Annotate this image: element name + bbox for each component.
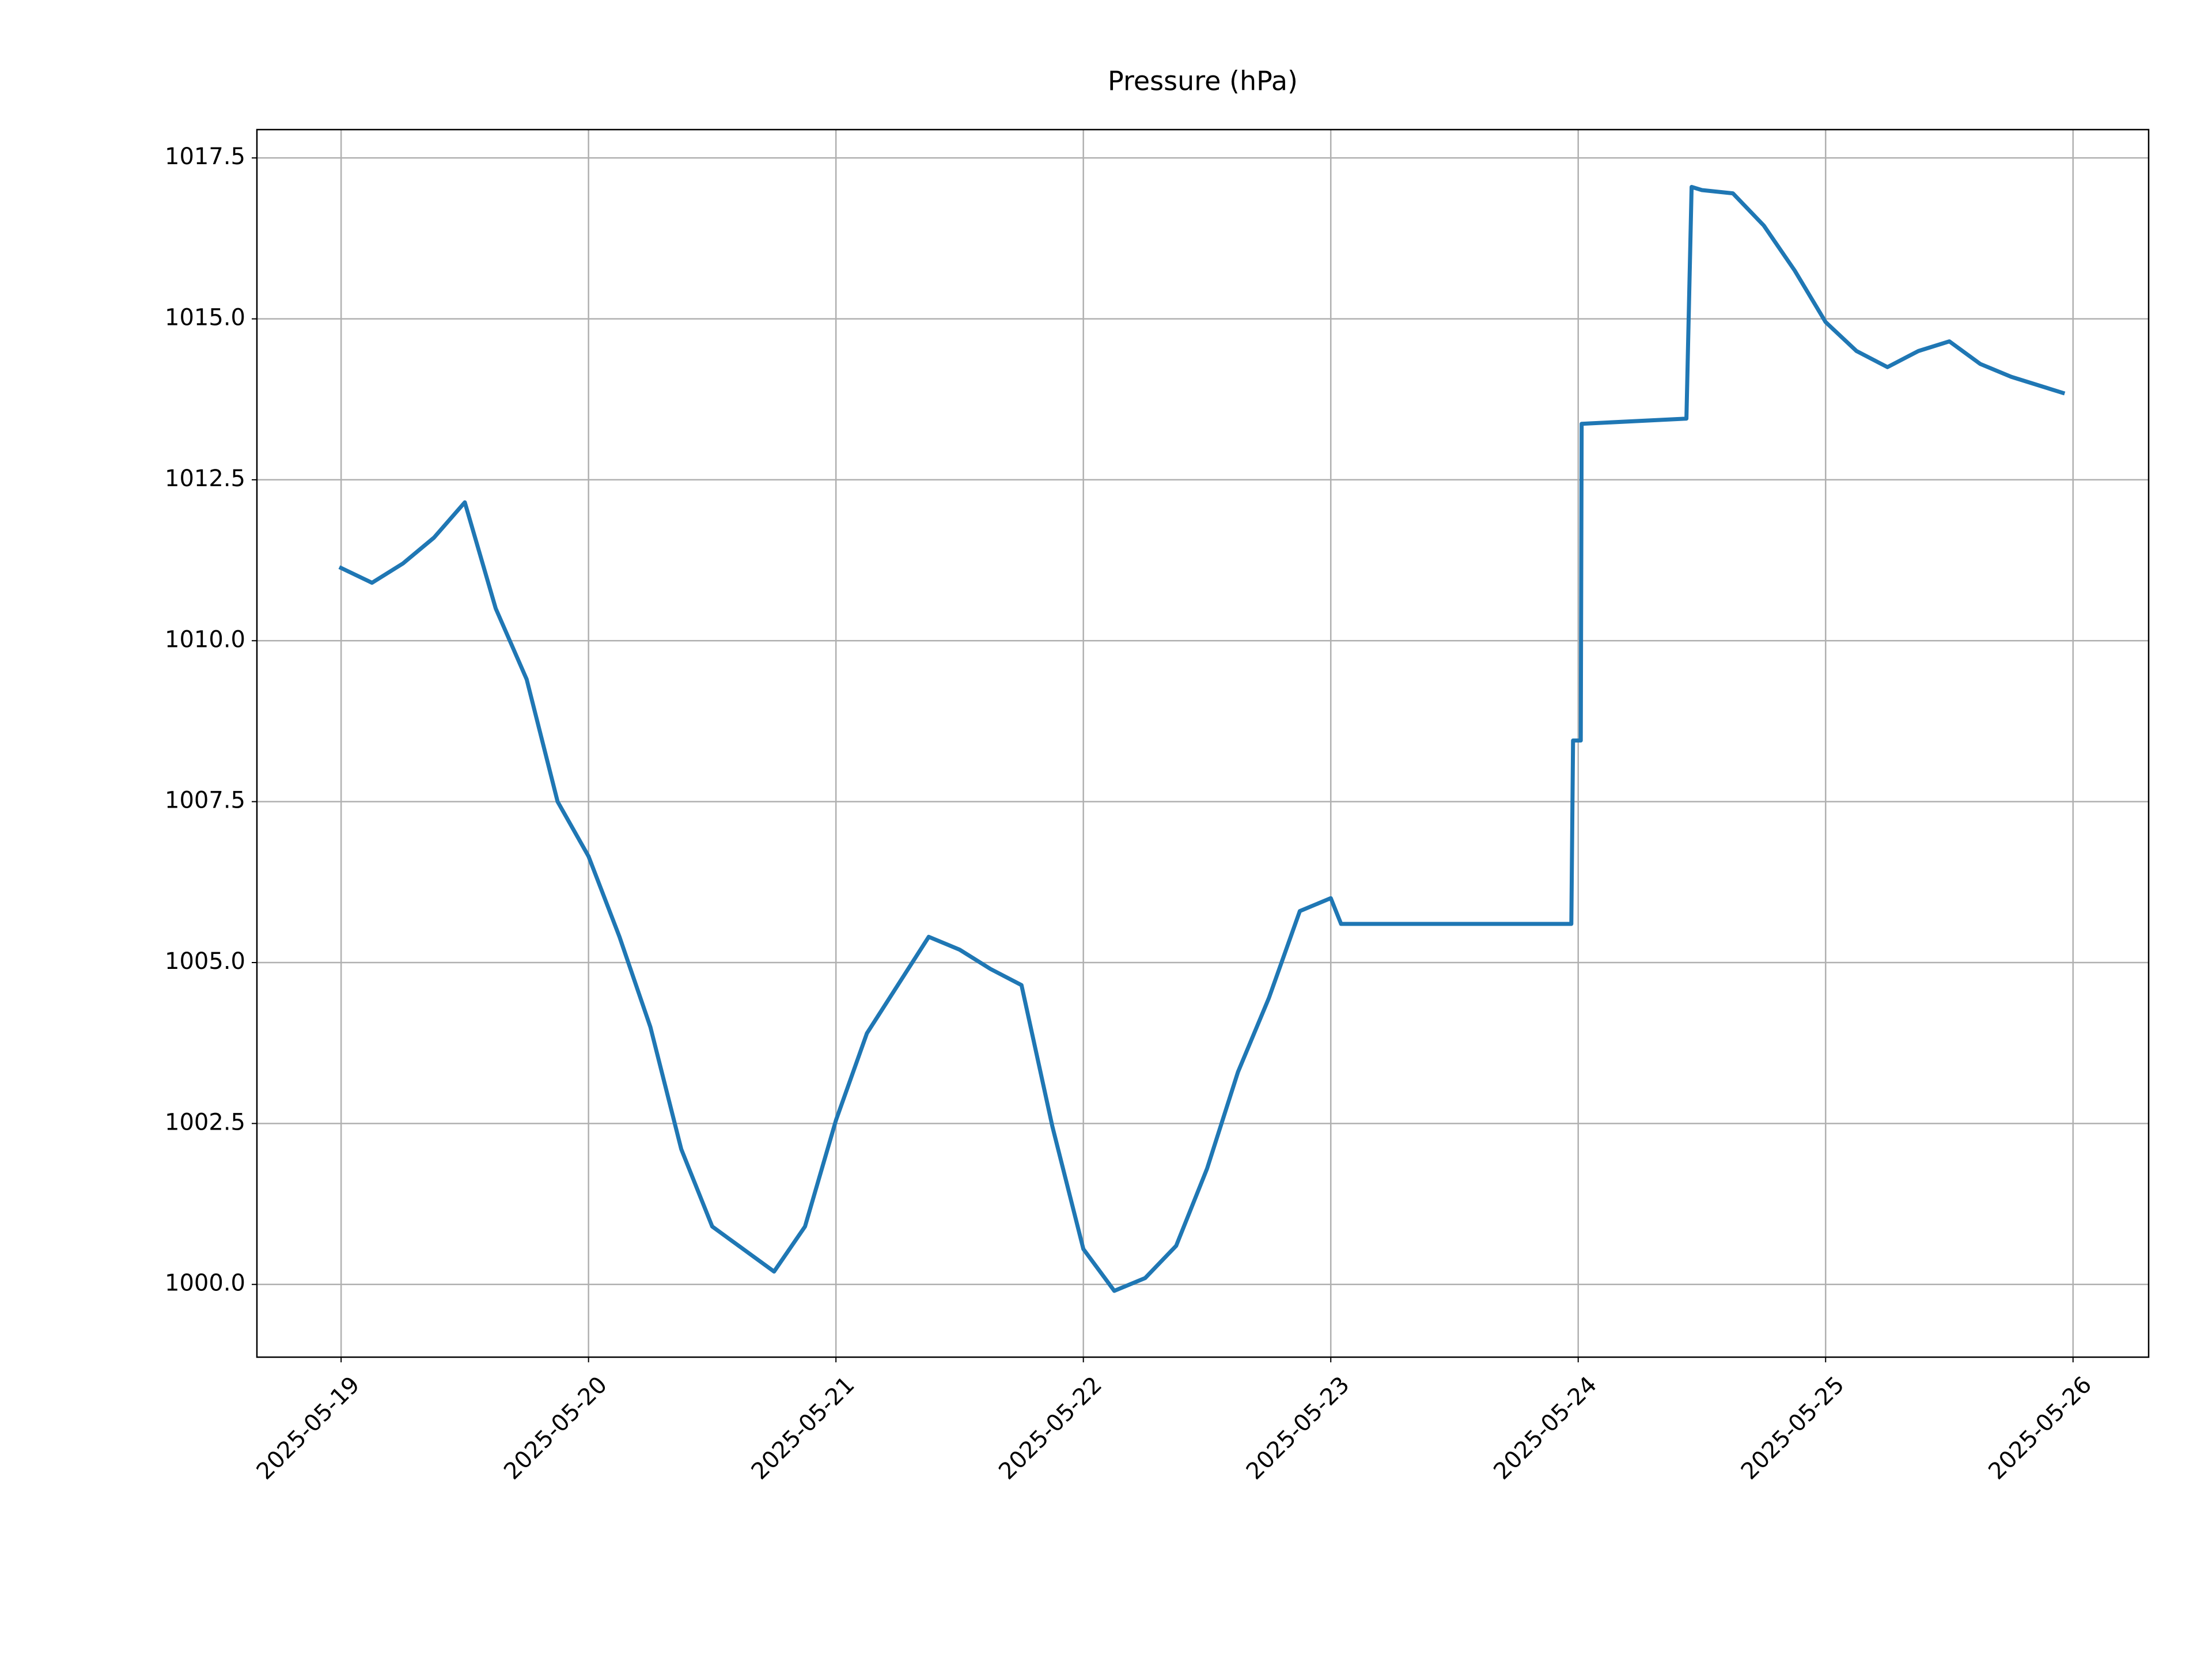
y-tick-label: 1005.0 [165, 948, 245, 975]
y-tick-label: 1015.0 [165, 305, 245, 331]
y-tick-label: 1012.5 [165, 465, 245, 492]
chart-title: Pressure (hPa) [1108, 66, 1298, 97]
y-tick-label: 1002.5 [165, 1109, 245, 1135]
y-tick-label: 1017.5 [165, 143, 245, 170]
y-tick-label: 1007.5 [165, 787, 245, 814]
data-line [338, 185, 2066, 1293]
y-tick-label: 1000.0 [165, 1270, 245, 1297]
y-tick-label: 1010.0 [165, 626, 245, 653]
axes-frame [256, 128, 2150, 1358]
